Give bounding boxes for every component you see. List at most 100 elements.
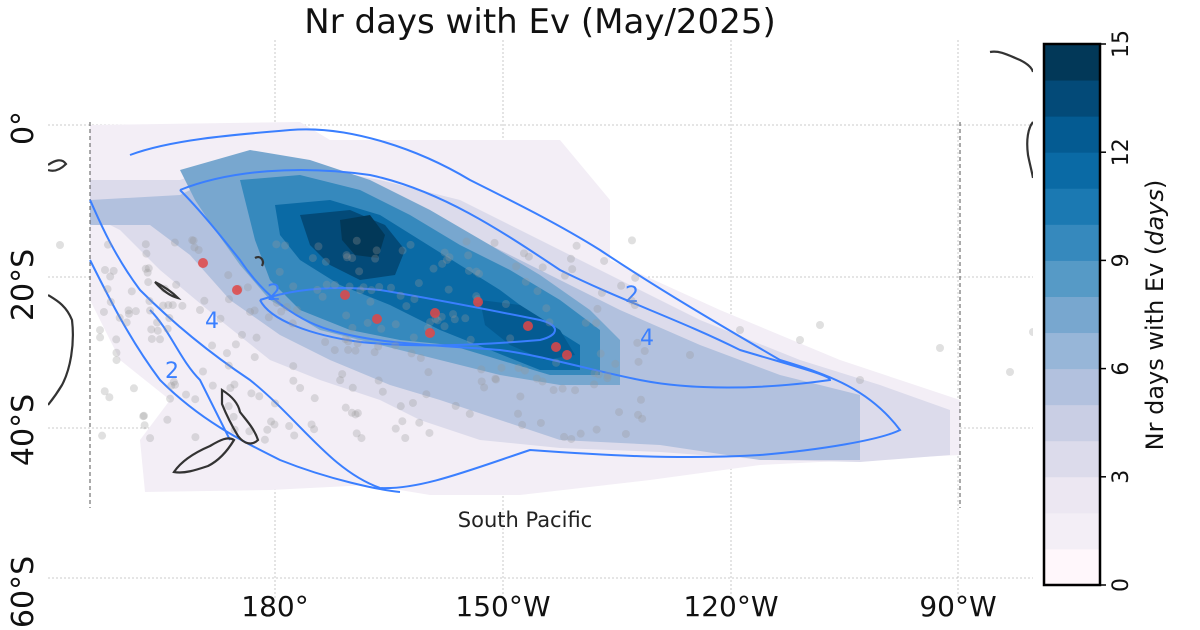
colorbar-cell (1044, 152, 1100, 189)
lon-axis-labels: 180° 150°W 120°W 90°W (241, 590, 996, 623)
station-dot (144, 278, 153, 287)
station-dot (106, 297, 115, 306)
colorbar: 0 3 6 9 12 15 Nr days with Ev (days) (1042, 30, 1169, 592)
station-dot (224, 295, 233, 304)
station-dot (345, 282, 354, 291)
coast-americas (1026, 121, 1033, 179)
colorbar-frame (1042, 42, 1102, 587)
event-dot (340, 290, 350, 300)
colorbar-cell (1044, 188, 1100, 225)
station-dot (103, 285, 112, 294)
colorbar-tick-label: 12 (1109, 138, 1134, 166)
station-dot (313, 285, 322, 294)
station-dot (243, 283, 252, 292)
station-dot (144, 264, 153, 273)
station-dot (514, 364, 523, 373)
station-dot (348, 323, 357, 332)
station-dot (101, 266, 109, 274)
colorbar-tick-label: 6 (1109, 362, 1134, 376)
station-dot (222, 349, 231, 358)
station-dot (264, 313, 273, 322)
station-dot (490, 238, 499, 247)
colorbar-cell (1044, 512, 1100, 550)
station-dot (141, 264, 150, 273)
station-dot (348, 254, 357, 263)
station-dot (178, 301, 187, 310)
station-dot (633, 338, 642, 347)
station-dot (147, 325, 156, 334)
colorbar-cell (1044, 116, 1100, 153)
station-dot (603, 374, 612, 383)
heat-layer (340, 215, 385, 258)
station-dot (250, 353, 259, 362)
station-dot (277, 307, 286, 316)
station-dot (272, 298, 281, 307)
station-dot (627, 236, 636, 245)
station-dot (250, 306, 259, 315)
station-dot (307, 420, 316, 429)
station-dot (321, 337, 330, 346)
event-dot (430, 308, 440, 318)
station-dot (255, 392, 264, 401)
station-dot (245, 427, 254, 436)
station-dot (143, 268, 152, 277)
station-dot (363, 318, 372, 327)
coast-vanuatu (254, 256, 264, 267)
station-dot (464, 266, 473, 275)
station-dot (514, 409, 523, 418)
station-dot (396, 402, 405, 411)
station-dot (146, 434, 155, 443)
event-dot (198, 258, 208, 268)
station-dot (590, 380, 599, 389)
station-dot (308, 254, 317, 263)
station-dot (398, 246, 407, 255)
station-dot (171, 380, 180, 389)
station-dot (330, 346, 339, 355)
lat-label-20s: 20°S (6, 249, 41, 321)
station-dot (272, 240, 281, 249)
station-dot (631, 273, 640, 282)
station-dot (112, 348, 121, 357)
station-dot (231, 340, 240, 349)
station-dot (289, 362, 298, 371)
station-dot (634, 357, 643, 366)
station-dot (348, 383, 357, 392)
contour-nz (149, 309, 231, 441)
station-dot (296, 383, 305, 392)
contour-inner (259, 287, 556, 347)
station-dot (237, 330, 246, 339)
station-dot (163, 324, 172, 333)
station-dot (590, 369, 599, 378)
station-dot (572, 241, 581, 250)
station-dot (592, 425, 601, 434)
colorbar-cell (1044, 332, 1100, 370)
station-dot (425, 428, 434, 437)
station-dot (634, 410, 643, 419)
station-dot (370, 348, 379, 357)
contour-label: 2 (625, 283, 639, 308)
station-dot (424, 368, 433, 377)
station-dot (576, 429, 585, 438)
station-dot (99, 307, 108, 316)
station-dot (566, 254, 575, 263)
station-dot (560, 271, 569, 280)
station-dot (477, 377, 486, 386)
station-dot (592, 319, 601, 328)
station-dot (122, 318, 131, 327)
contour-label: 4 (640, 326, 654, 351)
station-dot (429, 264, 438, 273)
station-dot (355, 267, 364, 276)
colorbar-tick-label: 3 (1109, 470, 1134, 484)
station-dot (497, 363, 506, 372)
station-dot (501, 299, 510, 308)
station-dot (372, 246, 381, 255)
station-dot (142, 249, 151, 258)
contour-label: 4 (205, 309, 219, 334)
station-dot (96, 326, 105, 335)
station-dot (406, 240, 415, 249)
station-dot (465, 409, 474, 418)
station-dot (371, 254, 380, 263)
station-dot (289, 376, 298, 385)
station-dot (330, 280, 339, 289)
station-dot (593, 304, 602, 313)
